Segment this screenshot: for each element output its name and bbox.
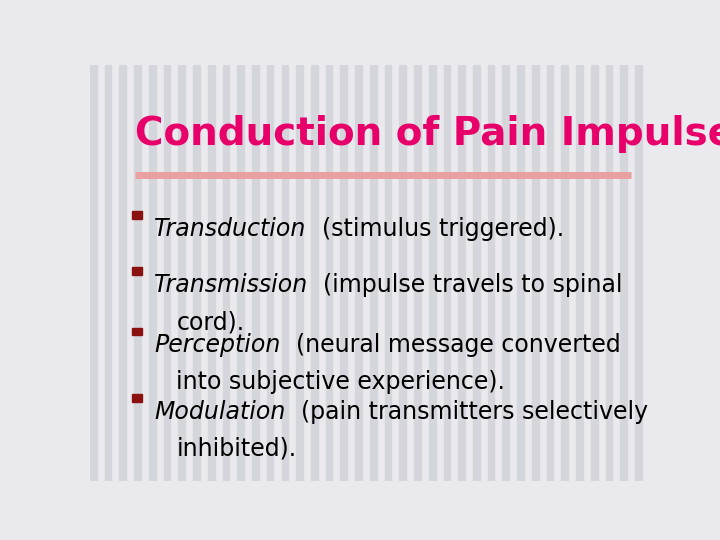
- Text: inhibited).: inhibited).: [176, 437, 297, 461]
- Bar: [384, 65, 392, 481]
- Text: Transmission: Transmission: [154, 273, 308, 296]
- Text: Transduction: Transduction: [154, 217, 307, 240]
- Bar: [296, 65, 303, 481]
- Bar: [370, 65, 377, 481]
- Bar: [621, 65, 627, 481]
- Bar: [282, 65, 288, 481]
- FancyBboxPatch shape: [132, 211, 142, 219]
- Bar: [90, 65, 96, 481]
- Bar: [238, 65, 244, 481]
- Text: Perception: Perception: [154, 333, 281, 357]
- Bar: [149, 65, 156, 481]
- Text: cord).: cord).: [176, 310, 245, 334]
- Text: into subjective experience).: into subjective experience).: [176, 370, 505, 394]
- FancyBboxPatch shape: [132, 267, 142, 275]
- Bar: [193, 65, 200, 481]
- Bar: [179, 65, 185, 481]
- Bar: [562, 65, 568, 481]
- Bar: [576, 65, 582, 481]
- Bar: [591, 65, 598, 481]
- Bar: [208, 65, 215, 481]
- Bar: [414, 65, 420, 481]
- Text: Conduction of Pain Impulses: Conduction of Pain Impulses: [135, 114, 720, 153]
- FancyBboxPatch shape: [132, 394, 142, 402]
- Bar: [120, 65, 126, 481]
- Bar: [487, 65, 495, 481]
- Bar: [341, 65, 347, 481]
- Bar: [222, 65, 229, 481]
- Bar: [473, 65, 480, 481]
- Bar: [546, 65, 554, 481]
- Bar: [532, 65, 539, 481]
- Bar: [606, 65, 612, 481]
- Bar: [134, 65, 141, 481]
- FancyBboxPatch shape: [132, 328, 142, 335]
- Bar: [325, 65, 333, 481]
- Bar: [252, 65, 258, 481]
- Bar: [400, 65, 406, 481]
- Text: (stimulus triggered).: (stimulus triggered).: [307, 217, 564, 240]
- Bar: [458, 65, 465, 481]
- Bar: [355, 65, 362, 481]
- Bar: [104, 65, 112, 481]
- Text: Modulation: Modulation: [154, 400, 286, 423]
- Bar: [311, 65, 318, 481]
- Text: (pain transmitters selectively: (pain transmitters selectively: [286, 400, 648, 423]
- Bar: [635, 65, 642, 481]
- Bar: [429, 65, 436, 481]
- Text: (neural message converted: (neural message converted: [281, 333, 621, 357]
- Bar: [267, 65, 274, 481]
- Bar: [163, 65, 171, 481]
- Bar: [517, 65, 524, 481]
- Bar: [503, 65, 509, 481]
- Text: (impulse travels to spinal: (impulse travels to spinal: [308, 273, 623, 296]
- Bar: [444, 65, 450, 481]
